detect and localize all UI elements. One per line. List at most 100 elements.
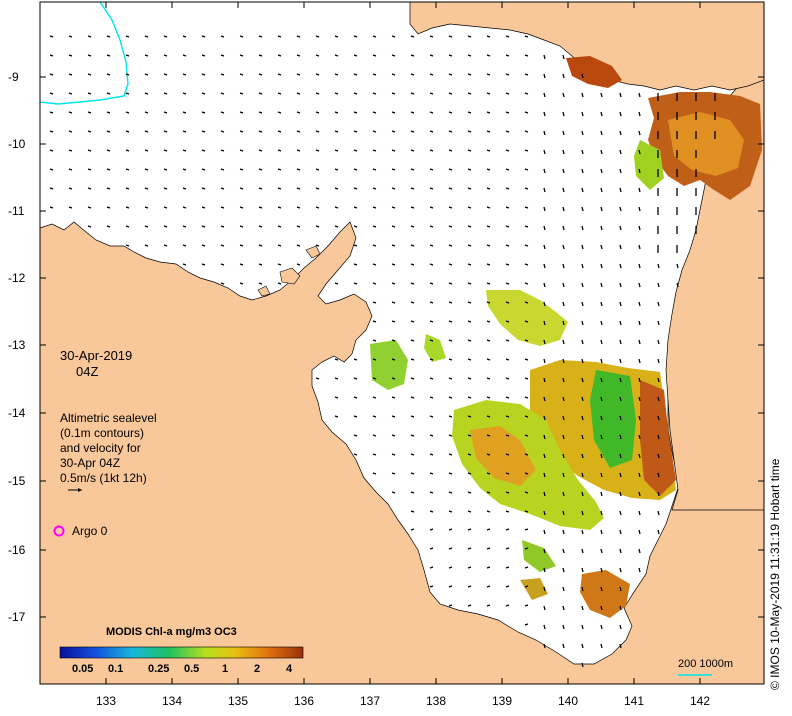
velocity-arrow [638, 206, 641, 212]
velocity-arrow [68, 149, 73, 152]
velocity-arrow [562, 567, 565, 573]
velocity-arrow [524, 339, 529, 342]
velocity-arrow [467, 206, 472, 209]
velocity-arrow [448, 396, 453, 399]
map-date: 30-Apr-2019 [60, 348, 133, 363]
velocity-arrow [429, 282, 434, 285]
velocity-arrow [410, 320, 415, 323]
velocity-arrow [220, 168, 225, 171]
velocity-arrow [581, 73, 584, 79]
velocity-arrow [638, 187, 641, 193]
velocity-arrow [524, 149, 529, 152]
velocity-arrow [68, 35, 73, 38]
velocity-arrow [372, 320, 377, 323]
velocity-arrow [182, 225, 187, 228]
velocity-arrow [182, 168, 187, 171]
velocity-arrow [258, 263, 263, 266]
velocity-arrow [429, 54, 434, 57]
chlorophyll-layer [370, 56, 762, 618]
velocity-arrow [220, 149, 225, 152]
velocity-arrow [220, 111, 225, 114]
velocity-arrow [315, 92, 320, 95]
velocity-arrow [391, 396, 396, 399]
velocity-arrow [600, 434, 603, 440]
velocity-arrow [144, 92, 149, 95]
velocity-arrow [334, 377, 339, 380]
velocity-arrow [619, 206, 622, 212]
velocity-arrow [106, 130, 111, 133]
velocity-arrow [638, 130, 641, 136]
velocity-arrow [429, 168, 434, 171]
velocity-arrow [315, 73, 320, 76]
velocity-arrow [657, 301, 660, 307]
velocity-arrow [562, 396, 565, 402]
velocity-arrow [543, 225, 546, 231]
velocity-arrow [410, 130, 415, 133]
velocity-arrow [429, 377, 434, 380]
velocity-arrow [68, 92, 73, 95]
velocity-arrow [372, 434, 377, 437]
velocity-arrow [486, 73, 491, 76]
velocity-arrow [562, 301, 565, 307]
velocity-arrow [429, 472, 434, 475]
velocity-arrow [657, 263, 660, 269]
argo-marker-icon[interactable] [53, 525, 65, 537]
velocity-arrow [638, 111, 641, 117]
velocity-arrow [467, 92, 472, 95]
velocity-arrow [182, 111, 187, 114]
velocity-arrow [372, 301, 377, 304]
velocity-arrow [600, 453, 603, 459]
velocity-arrow [391, 339, 396, 342]
velocity-arrow [334, 396, 339, 399]
velocity-arrow [87, 35, 92, 38]
velocity-arrow [334, 35, 339, 38]
velocity-arrow [448, 472, 453, 475]
velocity-arrow [353, 396, 358, 399]
velocity-arrow [277, 130, 282, 133]
velocity-arrow [486, 510, 491, 513]
velocity-arrow [163, 149, 168, 152]
velocity-arrow [505, 415, 510, 418]
velocity-arrow [562, 320, 565, 326]
velocity-arrow [220, 244, 225, 247]
velocity-arrow [448, 453, 453, 456]
velocity-arrow [448, 73, 453, 76]
velocity-arrow [410, 396, 415, 399]
velocity-arrow [524, 301, 529, 304]
velocity-arrow [372, 54, 377, 57]
velocity-arrow [49, 168, 54, 171]
velocity-arrow [600, 548, 603, 554]
velocity-arrow [600, 396, 603, 402]
velocity-arrow [410, 510, 415, 513]
velocity-arrow [125, 92, 130, 95]
velocity-arrow [144, 54, 149, 57]
velocity-arrow [486, 491, 491, 494]
velocity-arrow [543, 415, 546, 421]
velocity-arrow [524, 623, 529, 626]
velocity-arrow [505, 491, 510, 494]
velocity-arrow [657, 491, 660, 497]
velocity-arrow [87, 149, 92, 152]
velocity-arrow [524, 282, 529, 285]
velocity-arrow [163, 206, 168, 209]
velocity-arrow [448, 415, 453, 418]
velocity-arrow [543, 358, 546, 364]
velocity-arrow [600, 377, 603, 383]
note-line: and velocity for [60, 441, 141, 455]
velocity-arrow [486, 35, 491, 38]
velocity-arrow [543, 111, 546, 117]
velocity-arrow [657, 358, 660, 364]
velocity-arrow [372, 225, 377, 228]
velocity-arrow [258, 187, 263, 190]
velocity-arrow [467, 282, 472, 285]
velocity-arrow [49, 149, 54, 152]
y-tick-label: -16 [8, 543, 26, 557]
velocity-arrow [315, 111, 320, 114]
velocity-arrow [581, 282, 584, 288]
velocity-arrow [638, 510, 641, 516]
velocity-arrow [410, 111, 415, 114]
velocity-arrow [239, 187, 244, 190]
velocity-arrow [201, 73, 206, 76]
velocity-arrow [410, 206, 415, 209]
